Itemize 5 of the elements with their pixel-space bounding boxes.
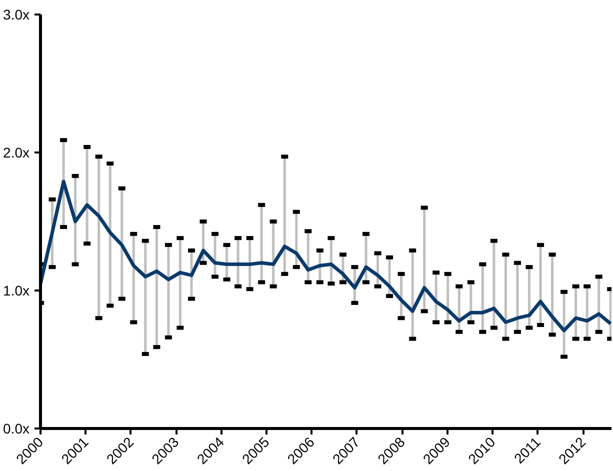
y-tick-label: 1.0x [3,282,30,298]
y-tick-label: 3.0x [3,6,30,22]
y-tick-label: 2.0x [3,144,30,160]
line-series [40,180,612,332]
y-tick-label: 0.0x [3,420,30,436]
